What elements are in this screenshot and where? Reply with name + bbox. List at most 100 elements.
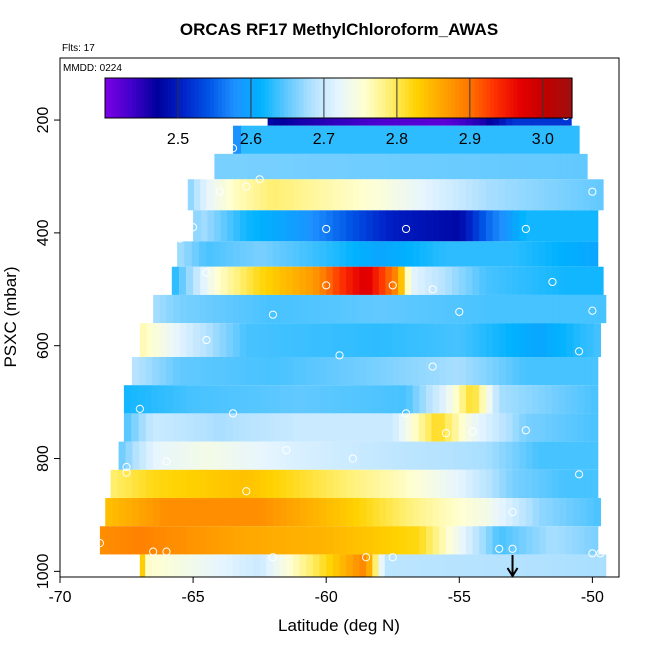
heatmap-cell xyxy=(572,125,580,154)
heatmap-cell xyxy=(378,554,386,577)
heatmap-cell xyxy=(511,554,520,577)
sample-point xyxy=(588,549,597,558)
heatmap-cell xyxy=(584,385,592,414)
colorbar-tick-label: 3.0 xyxy=(532,131,554,148)
heatmap-cell xyxy=(172,385,180,414)
heatmap-cell xyxy=(193,356,201,386)
heatmap-cell xyxy=(346,323,354,357)
colorbar-cell xyxy=(346,78,351,118)
heatmap-cell xyxy=(492,294,500,324)
heatmap-cell xyxy=(240,266,248,295)
heatmap-cell xyxy=(519,210,527,242)
heatmap-cell xyxy=(312,323,321,357)
heatmap-cell xyxy=(206,413,214,442)
heatmap-cell xyxy=(306,413,314,442)
heatmap-cell xyxy=(445,554,453,577)
heatmap-cell xyxy=(466,125,474,154)
heatmap-cell xyxy=(233,294,241,324)
heatmap-cell xyxy=(499,356,507,386)
heatmap-cell xyxy=(246,356,254,386)
heatmap-cell xyxy=(571,441,579,470)
colorbar-cell xyxy=(416,78,421,118)
heatmap-cell xyxy=(232,554,241,577)
heatmap-cell xyxy=(492,441,500,470)
heatmap-cell xyxy=(593,498,601,527)
sample-point xyxy=(268,310,278,319)
heatmap-cell xyxy=(213,498,221,527)
heatmap-cell xyxy=(206,526,214,555)
heatmap-cell xyxy=(226,441,234,470)
heatmap-cell xyxy=(372,526,381,555)
heatmap-cell xyxy=(272,469,281,499)
heatmap-cell xyxy=(399,385,407,414)
heatmap-cell xyxy=(419,241,427,267)
heatmap-cell xyxy=(426,498,434,527)
heatmap-cell xyxy=(267,153,275,180)
heatmap-cell xyxy=(545,441,553,470)
heatmap-cell xyxy=(431,266,440,295)
heatmap-bands xyxy=(99,108,607,577)
heatmap-cell xyxy=(439,125,448,154)
colorbar-cell xyxy=(311,78,316,118)
heatmap-cell xyxy=(272,385,281,414)
heatmap-cell xyxy=(452,210,460,242)
heatmap-cell xyxy=(479,266,487,295)
heatmap-cell xyxy=(366,356,374,386)
heatmap-cell xyxy=(525,526,534,555)
heatmap-cell xyxy=(199,554,207,577)
heatmap-cell xyxy=(279,210,287,242)
heatmap-cell xyxy=(547,153,555,180)
heatmap-cell xyxy=(394,153,402,180)
heatmap-cell xyxy=(359,266,367,295)
heatmap-cell xyxy=(479,356,487,386)
heatmap-cell xyxy=(339,356,347,386)
heatmap-cell xyxy=(366,413,374,442)
colorbar-cell xyxy=(404,78,410,118)
colorbar-cell xyxy=(494,78,499,118)
heatmap-cell xyxy=(591,210,599,242)
heatmap-cell xyxy=(272,554,281,577)
heatmap-cell xyxy=(578,356,586,386)
heatmap-cell xyxy=(452,469,460,499)
heatmap-cell xyxy=(499,385,507,414)
heatmap-cell xyxy=(465,323,474,357)
heatmap-cell xyxy=(384,554,393,577)
heatmap-cell xyxy=(272,241,281,267)
sample-point xyxy=(596,549,605,558)
heatmap-cell xyxy=(178,266,187,295)
heatmap-cell xyxy=(485,554,493,577)
heatmap-cell xyxy=(206,469,214,499)
heatmap-cell xyxy=(544,179,552,211)
heatmap-cell xyxy=(398,266,406,295)
y-axis-label: PSXC (mbar) xyxy=(1,266,20,367)
heatmap-cell xyxy=(499,210,507,242)
heatmap-cell xyxy=(286,385,294,414)
heatmap-cell xyxy=(219,179,227,211)
heatmap-cell xyxy=(359,210,367,242)
heatmap-cell xyxy=(178,554,187,577)
heatmap-cell xyxy=(177,241,186,267)
heatmap-cell xyxy=(392,469,400,499)
heatmap-cell xyxy=(499,266,507,295)
heatmap-cell xyxy=(505,323,514,357)
heatmap-cell xyxy=(505,385,513,414)
heatmap-cell xyxy=(259,179,267,211)
heatmap-cell xyxy=(551,385,559,414)
heatmap-cell xyxy=(366,241,374,267)
heatmap-cell xyxy=(439,526,447,555)
heatmap-cell xyxy=(591,413,599,442)
heatmap-cell xyxy=(306,554,314,577)
heatmap-cell xyxy=(226,469,234,499)
heatmap-cell xyxy=(591,469,599,499)
heatmap-cell xyxy=(505,469,514,499)
heatmap-cell xyxy=(564,385,573,414)
heatmap-cell xyxy=(259,385,267,414)
heatmap-cell xyxy=(386,179,394,211)
colorbar-tick-label: 2.7 xyxy=(313,131,335,148)
heatmap-cell xyxy=(205,554,214,577)
heatmap-cell xyxy=(366,554,373,577)
colorbar-cell xyxy=(334,78,340,118)
heatmap-cell xyxy=(586,498,595,527)
heatmap-cell xyxy=(272,266,281,295)
colorbar-cell xyxy=(330,78,336,118)
